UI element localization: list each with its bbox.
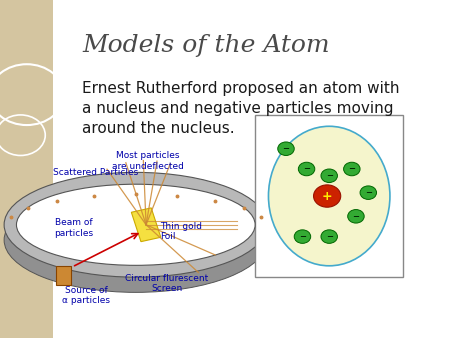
Circle shape <box>278 142 294 155</box>
Circle shape <box>348 210 364 223</box>
Circle shape <box>344 162 360 176</box>
Circle shape <box>294 230 310 243</box>
Text: Most particles
are undeflected: Most particles are undeflected <box>112 151 184 171</box>
Text: Thin gold
Foil: Thin gold Foil <box>161 222 203 241</box>
Text: Ernest Rutherford proposed an atom with
a nucleus and negative particles moving
: Ernest Rutherford proposed an atom with … <box>82 81 400 136</box>
Text: Scattered Particles: Scattered Particles <box>54 168 139 177</box>
Circle shape <box>321 169 338 183</box>
Ellipse shape <box>17 184 255 265</box>
Circle shape <box>298 162 315 176</box>
Text: −: − <box>365 188 372 197</box>
Circle shape <box>321 230 338 243</box>
Text: −: − <box>303 165 310 173</box>
Text: Circular flurescent
Screen: Circular flurescent Screen <box>125 274 208 293</box>
Text: −: − <box>283 144 289 153</box>
Polygon shape <box>56 266 71 285</box>
Text: Source of
α particles: Source of α particles <box>63 286 110 305</box>
Bar <box>0 0 54 338</box>
Text: −: − <box>348 165 356 173</box>
Ellipse shape <box>4 188 267 292</box>
Text: −: − <box>326 171 333 180</box>
Text: −: − <box>352 212 360 221</box>
Ellipse shape <box>269 126 390 266</box>
Ellipse shape <box>4 172 267 277</box>
Text: −: − <box>326 232 333 241</box>
Text: −: − <box>299 232 306 241</box>
Text: +: + <box>322 190 333 202</box>
Text: Beam of
particles: Beam of particles <box>54 218 94 238</box>
Text: Models of the Atom: Models of the Atom <box>82 34 330 57</box>
Polygon shape <box>131 208 161 242</box>
Circle shape <box>314 185 341 207</box>
Bar <box>255 115 403 277</box>
Circle shape <box>360 186 377 199</box>
